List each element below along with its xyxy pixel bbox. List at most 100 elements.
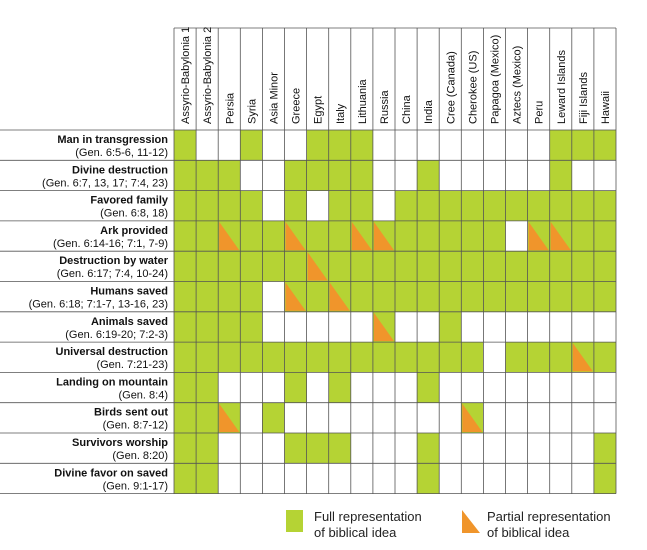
full-cell: [571, 251, 594, 282]
full-cell: [284, 251, 307, 282]
full-cell: [417, 342, 440, 373]
full-cell: [174, 190, 197, 221]
column-label: Italy: [335, 103, 347, 124]
partial-cell-marker: [572, 343, 593, 372]
full-cell: [306, 220, 329, 252]
full-cell: [174, 463, 197, 494]
row-label-reference: (Gen. 6:5-6, 11-12): [75, 147, 168, 159]
legend-full-swatch: [286, 510, 303, 532]
full-cell: [240, 311, 263, 343]
full-cell: [461, 190, 484, 221]
full-cell: [284, 433, 307, 464]
full-cell: [483, 220, 506, 252]
full-cell: [240, 190, 263, 221]
full-cell: [174, 311, 197, 343]
full-cell: [593, 433, 616, 464]
full-cell: [505, 190, 528, 221]
column-label: Aztecs (Mexico): [512, 46, 524, 124]
full-cell: [174, 251, 197, 282]
column-label: China: [401, 94, 413, 124]
full-cell: [240, 220, 263, 252]
column-label: Papagoa (Mexico): [489, 35, 501, 124]
row-label-reference: (Gen. 6:14-16; 7:1, 7-9): [53, 238, 168, 250]
full-cell: [549, 251, 572, 282]
full-cell: [218, 281, 241, 312]
full-cell: [483, 190, 506, 221]
full-cell: [350, 160, 373, 191]
column-label: Russia: [379, 89, 391, 124]
full-cell: [174, 342, 197, 373]
full-cell: [593, 463, 616, 494]
full-cell: [328, 372, 351, 403]
full-cell: [461, 342, 484, 373]
full-cell: [549, 342, 572, 373]
column-label: Fiji Islands: [578, 72, 590, 124]
full-cell: [306, 433, 329, 464]
full-cell: [439, 342, 462, 373]
full-cell: [174, 402, 197, 433]
full-cell: [328, 190, 351, 221]
column-label: Egypt: [313, 96, 325, 124]
full-cell: [549, 130, 572, 161]
full-cell: [549, 160, 572, 191]
full-cell: [350, 190, 373, 221]
full-cell: [372, 251, 395, 282]
full-cell: [196, 342, 219, 373]
full-cell: [505, 281, 528, 312]
legend-full-label-line1: Full representation: [314, 509, 422, 524]
full-cell: [174, 160, 197, 191]
full-cell: [505, 342, 528, 373]
column-label: Leward Islands: [556, 50, 568, 124]
row-label-reference: (Gen. 8:4): [118, 389, 168, 401]
partial-cell-marker: [528, 221, 549, 251]
full-cell: [196, 433, 219, 464]
full-cell: [505, 251, 528, 282]
column-label: Persia: [224, 92, 236, 124]
row-label-reference: (Gen. 9:1-17): [103, 480, 168, 492]
full-cell: [196, 190, 219, 221]
full-cell: [439, 190, 462, 221]
full-cell: [372, 281, 395, 312]
column-label: Cherokee (US): [467, 51, 479, 124]
row-label-reference: (Gen. 7:21-23): [96, 359, 168, 371]
full-cell: [417, 281, 440, 312]
partial-cell-marker: [550, 221, 571, 251]
full-cell: [328, 433, 351, 464]
partial-cell-marker: [373, 312, 394, 342]
full-cell: [196, 220, 219, 252]
full-cell: [417, 463, 440, 494]
partial-cell-marker: [219, 403, 240, 432]
full-cell: [328, 251, 351, 282]
full-cell: [218, 251, 241, 282]
full-cell: [196, 372, 219, 403]
full-cell: [174, 433, 197, 464]
column-label: Greece: [291, 88, 303, 124]
full-cell: [571, 190, 594, 221]
full-cell: [395, 220, 418, 252]
full-cell: [593, 251, 616, 282]
legend-partial-swatch: [462, 510, 480, 533]
full-cell: [593, 281, 616, 312]
full-cell: [395, 281, 418, 312]
full-cell: [174, 281, 197, 312]
full-cell: [350, 251, 373, 282]
column-label: Syria: [246, 98, 258, 124]
full-cell: [284, 342, 307, 373]
full-cell: [417, 251, 440, 282]
row-label-reference: (Gen. 6:19-20; 7:2-3): [65, 329, 168, 341]
row-label-title: Survivors worship: [72, 437, 168, 449]
full-cell: [328, 160, 351, 191]
row-label-title: Universal destruction: [56, 346, 169, 358]
full-cell: [174, 130, 197, 161]
full-cell: [328, 130, 351, 161]
partial-cell-marker: [373, 221, 394, 251]
full-cell: [240, 251, 263, 282]
row-label-title: Landing on mountain: [56, 376, 168, 388]
full-cell: [417, 220, 440, 252]
full-cell: [328, 220, 351, 252]
full-cell: [593, 342, 616, 373]
full-cell: [306, 281, 329, 312]
row-label-title: Ark provided: [100, 225, 168, 237]
full-cell: [461, 220, 484, 252]
